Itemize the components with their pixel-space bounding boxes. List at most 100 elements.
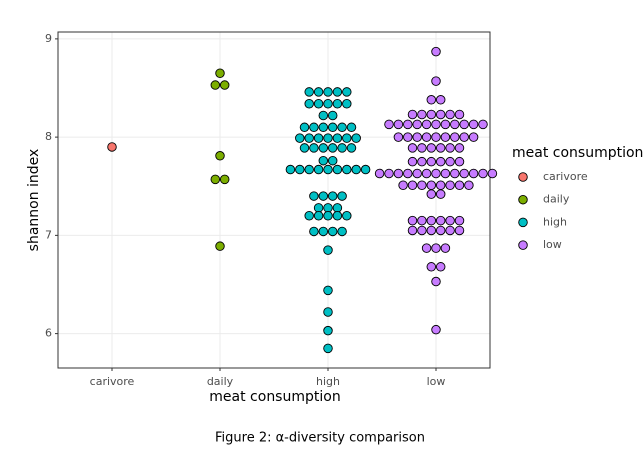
- dot: [337, 143, 347, 153]
- dot: [445, 215, 455, 226]
- y-tick-label: 6: [45, 327, 52, 340]
- dot: [454, 156, 465, 167]
- dot: [323, 343, 333, 354]
- dot: [327, 191, 338, 201]
- y-axis-label: shannon index: [26, 149, 42, 252]
- dot: [407, 225, 418, 236]
- dot: [407, 215, 418, 226]
- dot: [431, 276, 441, 287]
- dot: [468, 132, 479, 142]
- y-tick-label: 9: [45, 32, 52, 45]
- dot: [309, 143, 319, 153]
- dot: [450, 132, 460, 142]
- dot: [318, 122, 329, 133]
- dot: [417, 156, 427, 167]
- dot: [468, 168, 479, 179]
- x-tick-label: low: [427, 375, 446, 388]
- dot: [487, 168, 498, 179]
- dot: [323, 133, 333, 143]
- dot: [459, 119, 469, 130]
- dot: [431, 76, 441, 86]
- dot: [346, 143, 357, 153]
- dot: [304, 87, 314, 97]
- dot: [450, 119, 460, 130]
- dot: [421, 168, 432, 179]
- dot: [431, 243, 441, 253]
- dot: [431, 168, 441, 179]
- dot: [426, 215, 437, 226]
- dot: [435, 180, 446, 191]
- dot: [295, 133, 305, 143]
- dot: [421, 243, 432, 253]
- dot: [398, 180, 408, 191]
- dot: [440, 119, 451, 130]
- dot: [417, 109, 427, 120]
- legend-swatch: [518, 217, 528, 228]
- dot: [445, 225, 455, 236]
- dot: [323, 87, 333, 97]
- dot: [313, 98, 324, 109]
- dot: [435, 225, 446, 236]
- dot: [454, 109, 465, 120]
- dot: [342, 98, 352, 109]
- dot: [323, 98, 333, 109]
- dot: [393, 119, 404, 130]
- dot: [440, 168, 451, 179]
- dot: [426, 156, 437, 167]
- y-tick-label: 8: [45, 130, 52, 143]
- dot: [374, 168, 385, 179]
- dot: [313, 133, 324, 143]
- dot: [417, 215, 427, 226]
- dot: [435, 189, 446, 199]
- dot: [342, 133, 352, 143]
- dot: [327, 110, 338, 121]
- dot: [445, 180, 455, 191]
- dot: [440, 243, 451, 253]
- dot: [412, 168, 422, 179]
- legend-label: high: [543, 215, 567, 228]
- dot: [107, 142, 117, 152]
- dot: [459, 132, 469, 142]
- dot: [309, 226, 319, 237]
- dot: [323, 210, 333, 221]
- dot: [313, 164, 324, 175]
- dot: [360, 164, 371, 175]
- dot: [215, 68, 225, 79]
- dot: [468, 119, 479, 130]
- dot: [403, 119, 413, 130]
- dot: [421, 119, 432, 130]
- dot: [323, 245, 333, 255]
- dot: [440, 132, 451, 142]
- dot: [323, 203, 333, 213]
- dot: [445, 109, 455, 120]
- dot: [431, 119, 441, 130]
- dot: [210, 80, 221, 90]
- dot: [304, 133, 314, 143]
- dot: [445, 143, 455, 153]
- dot: [332, 203, 343, 213]
- dot: [435, 109, 446, 120]
- dot: [435, 262, 446, 272]
- dot: [454, 143, 465, 153]
- dot: [403, 132, 413, 142]
- legend-label: carivore: [543, 170, 588, 183]
- dot: [464, 180, 474, 191]
- dot: [445, 156, 455, 167]
- dot: [426, 262, 437, 272]
- dot: [454, 215, 465, 226]
- dot: [327, 122, 338, 133]
- dot: [346, 122, 357, 133]
- dot: [351, 164, 361, 175]
- dot: [313, 210, 324, 221]
- dot: [304, 164, 314, 175]
- dot: [318, 143, 329, 153]
- dot: [332, 164, 343, 175]
- dot: [219, 80, 230, 90]
- dot: [285, 164, 296, 175]
- dot: [403, 168, 413, 179]
- dot: [417, 143, 427, 153]
- dot: [337, 226, 347, 237]
- dot: [407, 143, 418, 153]
- dot: [332, 98, 343, 109]
- dot: [431, 132, 441, 142]
